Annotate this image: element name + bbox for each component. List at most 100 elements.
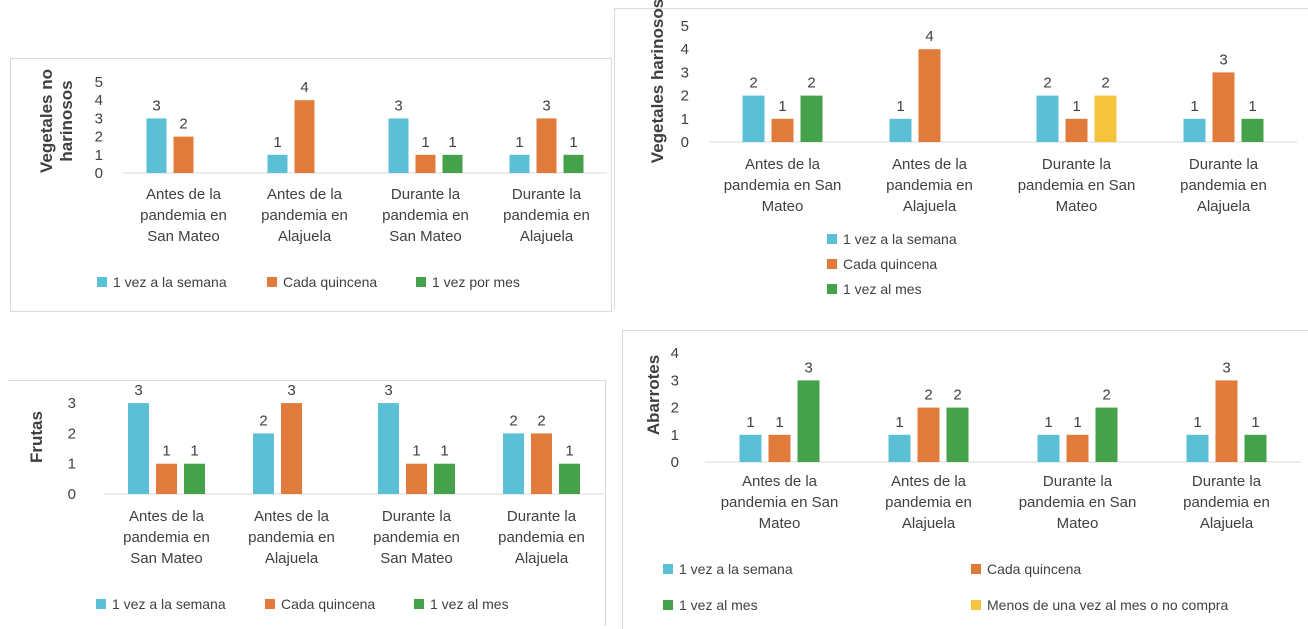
x-tick-label: Durante la [1189,156,1259,173]
x-tick-label: pandemia en [1180,177,1267,194]
x-tick-label: Durante la [507,508,577,525]
bar [1036,95,1059,142]
bar [1037,434,1060,462]
legend-label: Cada quincena [281,596,376,612]
legend-label: 1 vez al mes [679,597,758,613]
x-tick-label: pandemia en [261,207,348,224]
bar [1066,434,1089,462]
data-label: 1 [746,414,754,431]
data-label: 3 [394,97,402,114]
chart-panel-frutas: 0 1 2 3 Frutas 3 1 1 Antes de la pandemia en San M… [8,380,606,626]
legend-label: 1 vez a la semana [679,561,793,577]
bar [503,433,524,494]
bar [184,463,205,494]
y-tick-label: 1 [68,456,76,473]
x-tick-label: Mateo [1057,515,1099,532]
x-tick-label: Alajuela [265,550,319,567]
legend-item: Cada quincena [971,561,1081,577]
y-tick-label: 3 [681,64,689,81]
data-label: 1 [162,443,170,460]
bar [563,154,584,173]
legend-label: 1 vez al mes [430,596,509,612]
legend-swatch [971,600,981,610]
bar [1183,118,1206,142]
chart-panel-vegetales-harinosos: 0 1 2 3 4 5 Vegetales harinosos 2 1 2 Antes de la p… [614,0,1308,309]
data-label: 1 [1072,98,1080,115]
data-label: 1 [190,443,198,460]
x-tick-label: Durante la [382,508,452,525]
legend-swatch [96,599,106,609]
bar [1241,118,1264,142]
data-label: 4 [925,28,933,45]
data-label: 1 [1248,98,1256,115]
data-label: 3 [287,382,295,399]
legend-item: 1 vez a la semana [827,231,957,247]
bar [281,403,302,494]
data-label: 2 [953,387,961,404]
y-tick-label: 0 [95,165,103,182]
bar [128,403,149,494]
data-label: 2 [807,75,815,92]
bar [156,463,177,494]
y-tick-label: 2 [681,88,689,105]
legend-item: 1 vez al mes [414,596,509,612]
x-tick-label: Antes de la [146,186,222,203]
x-tick-label: Antes de la [745,156,821,173]
chart-panel-vegetales-no-harinosos: 0 1 2 3 4 5 Vegetales no harinosos 3 2 Antes de la… [10,58,612,312]
y-axis-title: Abarrotes [644,355,663,435]
bar [800,95,823,142]
data-label: 2 [1101,75,1109,92]
x-tick-label: pandemia en [123,529,210,546]
bar [559,463,580,494]
bar [1212,72,1235,142]
data-label: 1 [440,443,448,460]
bar [1215,380,1238,462]
y-tick-label: 5 [95,74,103,91]
legend-swatch [416,277,426,287]
data-label: 2 [1102,387,1110,404]
y-tick-label: 1 [671,427,679,444]
data-label: 1 [1073,414,1081,431]
legend-label: Cada quincena [283,274,378,290]
x-tick-label: Antes de la [742,473,818,490]
x-tick-label: Antes de la [891,473,967,490]
legend-label: 1 vez a la semana [843,231,957,247]
x-tick-label: Alajuela [520,228,574,245]
x-tick-label: pandemia en [886,177,973,194]
bar [739,434,762,462]
y-tick-label: 1 [681,111,689,128]
data-label: 3 [804,359,812,376]
legend-swatch [827,284,837,294]
y-tick-label: 3 [68,395,76,412]
legend-swatch [971,564,981,574]
y-tick-label: 5 [681,18,689,35]
y-tick-label: 0 [68,486,76,503]
legend-item: 1 vez por mes [416,274,520,290]
y-axis-title: Vegetales no [37,69,56,173]
bar [1065,118,1088,142]
bar [509,154,530,173]
x-tick-label: Mateo [762,198,804,215]
x-tick-label: pandemia en [382,207,469,224]
legend-swatch [97,277,107,287]
data-label: 1 [1190,98,1198,115]
y-tick-label: 2 [68,425,76,442]
y-tick-label: 2 [671,400,679,417]
legend-swatch [267,277,277,287]
data-label: 3 [134,382,142,399]
bar [531,433,552,494]
data-label: 1 [421,134,429,151]
bar [536,118,557,173]
data-label: 2 [509,412,517,429]
bar [797,380,820,462]
bar [378,403,399,494]
bar [1186,434,1209,462]
x-tick-label: Antes de la [892,156,968,173]
x-tick-label: Durante la [1042,156,1112,173]
data-label: 1 [565,443,573,460]
data-label: 1 [775,414,783,431]
legend-item: 1 vez a la semana [97,274,227,290]
y-tick-label: 4 [95,92,103,109]
bar [1244,434,1267,462]
